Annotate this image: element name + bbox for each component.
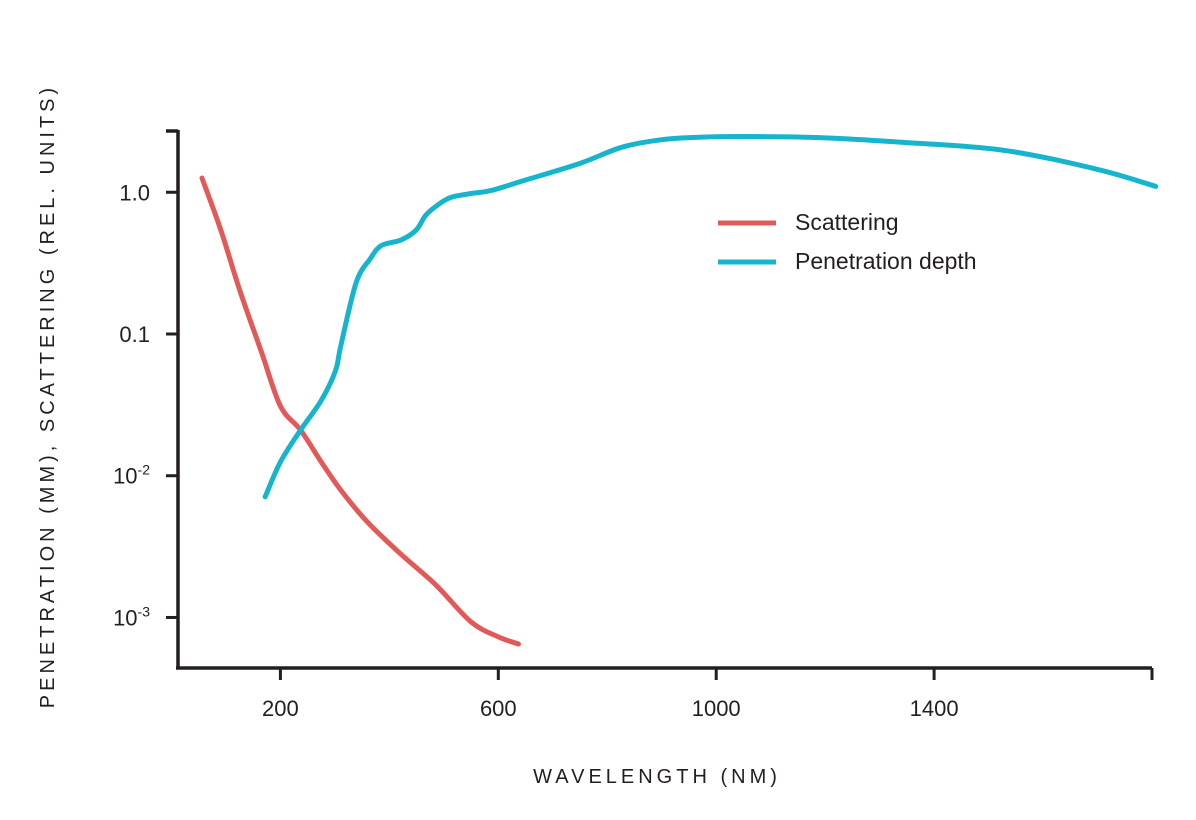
x-tick-label: 1000: [692, 696, 741, 721]
y-tick-label: 10-2: [113, 462, 150, 489]
y-tick-label: 1.0: [119, 180, 150, 205]
y-tick-exponent: -3: [138, 603, 151, 619]
y-tick-label: 10-3: [113, 603, 150, 630]
series-line-penetration-depth: [262, 134, 1159, 500]
x-tick-label: 200: [262, 696, 299, 721]
y-tick-exponent: -2: [138, 462, 151, 478]
y-ticks: 1.00.110-210-3: [113, 180, 178, 630]
y-axis-title: PENETRATION (MM), SCATTERING (REL. UNITS…: [37, 84, 59, 708]
x-axis-title: WAVELENGTH (NM): [533, 766, 781, 788]
x-ticks: 200 600 1000 1400: [262, 668, 1154, 721]
y-tick-base: 10: [113, 605, 137, 630]
legend: Scattering Penetration depth: [718, 209, 977, 274]
legend-label-penetration-depth: Penetration depth: [795, 248, 977, 274]
series-line-scattering: [199, 175, 521, 647]
x-tick-label: 1400: [910, 696, 959, 721]
y-tick-label: 0.1: [119, 322, 150, 347]
legend-label-scattering: Scattering: [795, 209, 899, 235]
x-tick-label: 600: [480, 696, 517, 721]
axes: [166, 129, 1152, 670]
series-lines: [199, 134, 1159, 647]
y-tick-base: 10: [113, 464, 137, 489]
